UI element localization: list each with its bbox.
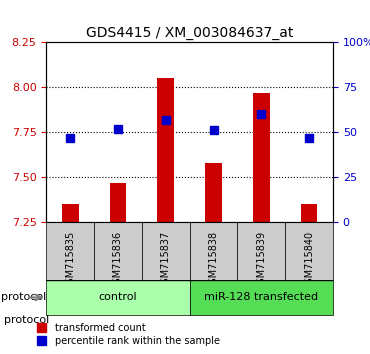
Text: GSM715837: GSM715837 xyxy=(161,231,171,290)
Text: GSM715835: GSM715835 xyxy=(65,231,75,290)
Legend: transformed count, percentile rank within the sample: transformed count, percentile rank withi… xyxy=(34,320,223,349)
Bar xyxy=(62,204,78,222)
Bar xyxy=(301,204,317,222)
Text: protocol: protocol xyxy=(1,292,46,302)
FancyBboxPatch shape xyxy=(142,222,190,280)
Text: control: control xyxy=(99,292,137,302)
Bar xyxy=(253,93,270,222)
Bar xyxy=(205,163,222,222)
Text: GSM715838: GSM715838 xyxy=(209,231,219,290)
FancyBboxPatch shape xyxy=(94,222,142,280)
FancyBboxPatch shape xyxy=(46,280,190,315)
Text: miR-128 transfected: miR-128 transfected xyxy=(204,292,318,302)
FancyBboxPatch shape xyxy=(238,222,285,280)
Text: GSM715840: GSM715840 xyxy=(304,231,314,290)
FancyBboxPatch shape xyxy=(46,222,94,280)
Title: GDS4415 / XM_003084637_at: GDS4415 / XM_003084637_at xyxy=(86,26,293,40)
Text: GSM715836: GSM715836 xyxy=(113,231,123,290)
Bar xyxy=(157,78,174,222)
FancyBboxPatch shape xyxy=(285,222,333,280)
Bar xyxy=(110,183,126,222)
FancyBboxPatch shape xyxy=(190,222,238,280)
Text: protocol: protocol xyxy=(4,315,53,325)
FancyBboxPatch shape xyxy=(190,280,333,315)
Text: GSM715839: GSM715839 xyxy=(256,231,266,290)
